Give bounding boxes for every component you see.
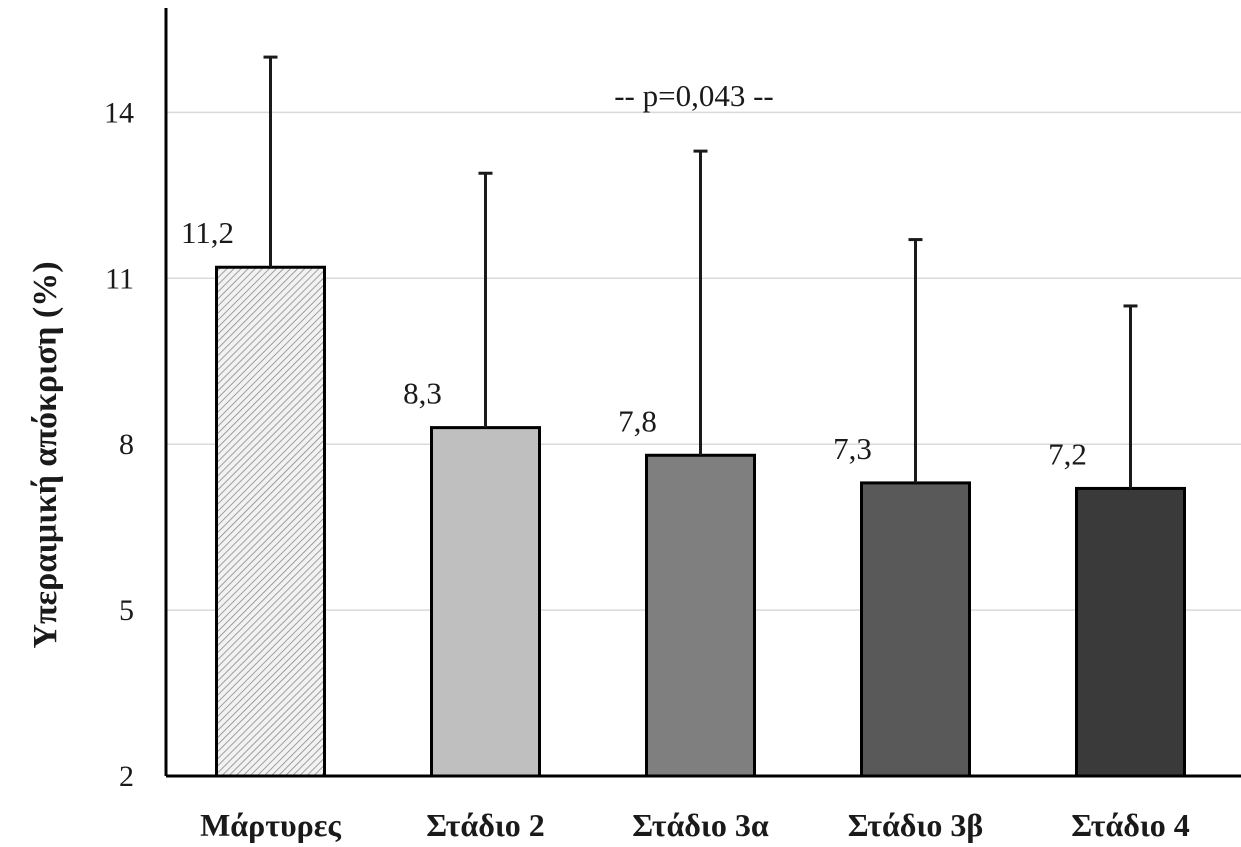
y-tick-label: 11 <box>105 262 134 295</box>
x-category-label: Στάδιο 3β <box>848 807 983 843</box>
axes <box>164 8 1241 778</box>
y-tick-label: 14 <box>104 96 134 129</box>
y-axis-label: Υπεραιμική απόκριση (%) <box>27 261 64 648</box>
p-value-annotation: -- p=0,043 -- <box>614 78 774 113</box>
x-category-label: Στάδιο 2 <box>426 807 545 843</box>
y-tick-label: 8 <box>119 428 134 461</box>
y-tick-label: 2 <box>119 760 134 793</box>
value-label: 8,3 <box>403 376 442 411</box>
bar <box>645 453 756 778</box>
x-category-label: Στάδιο 4 <box>1071 807 1190 843</box>
bar <box>1075 486 1186 778</box>
bar <box>860 481 971 778</box>
value-label: 7,8 <box>618 403 657 438</box>
value-label: 7,3 <box>833 431 872 466</box>
value-label: 7,2 <box>1048 436 1087 471</box>
x-category-label: Μάρτυρες <box>200 807 341 843</box>
bars <box>215 55 1186 778</box>
y-tick-label: 5 <box>119 594 134 627</box>
bar <box>430 426 541 778</box>
value-label: 11,2 <box>181 215 234 250</box>
x-category-label: Στάδιο 3α <box>632 807 769 843</box>
bar <box>215 265 326 778</box>
labels: 2 5 8 11 14 11,2 Μάρτυρες 8,3 Στάδιο 2 7,8 Στάδιο … <box>104 96 1190 843</box>
